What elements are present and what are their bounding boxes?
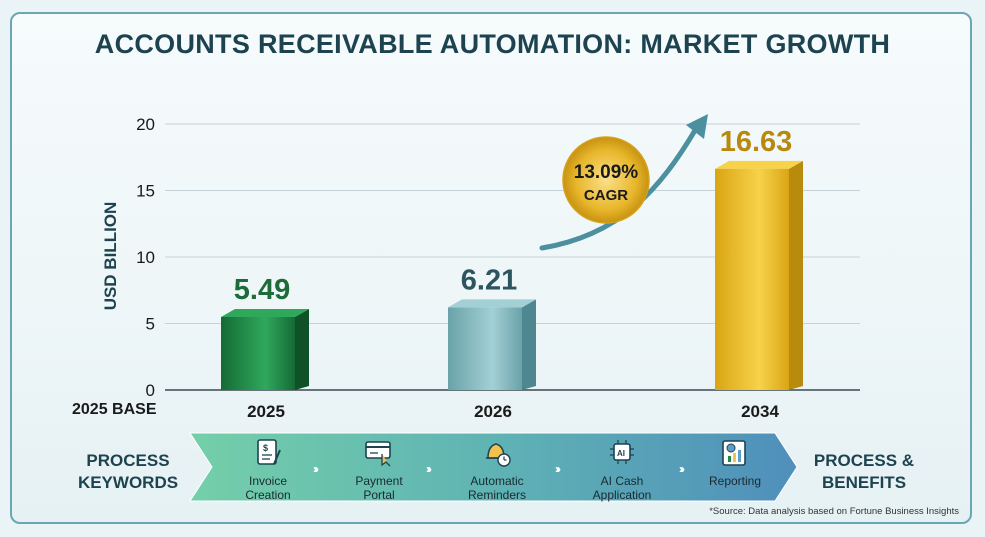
y-tick-label: 20 bbox=[136, 115, 155, 134]
ai-chip-icon: AI bbox=[610, 440, 634, 464]
chevron-icon: ››› bbox=[426, 462, 432, 476]
chevron-icon: ››› bbox=[679, 462, 685, 476]
bar-top-2034 bbox=[715, 160, 803, 169]
x-tick-label: 2034 bbox=[741, 402, 779, 421]
process-keywords-label: PROCESS KEYWORDS bbox=[77, 451, 179, 492]
invoice-icon: $ bbox=[257, 439, 281, 465]
flow-item-invoice-creation: $ Invoice Creation bbox=[218, 438, 318, 502]
data-label-2026: 6.21 bbox=[461, 264, 517, 296]
chart-title: ACCOUNTS RECEIVABLE AUTOMATION: MARKET G… bbox=[94, 29, 891, 59]
base-year-label: 2025 BASE bbox=[72, 401, 157, 418]
bar-top-2026 bbox=[448, 299, 536, 308]
bar-2026 bbox=[448, 307, 522, 390]
y-tick-label: 10 bbox=[136, 248, 155, 267]
bar-side-2026 bbox=[522, 299, 536, 390]
flow-item-ai-cash-application: AI AI Cash Application bbox=[572, 438, 672, 502]
x-tick-label: 2026 bbox=[474, 402, 512, 421]
y-tick-label: 0 bbox=[146, 381, 155, 400]
report-chart-icon bbox=[722, 440, 746, 466]
bar-side-2025 bbox=[295, 308, 309, 390]
flow-item-payment-portal: Payment Portal bbox=[329, 438, 429, 502]
data-label-2034: 16.63 bbox=[720, 126, 793, 158]
svg-text:AI: AI bbox=[617, 449, 625, 458]
source-note: *Source: Data analysis based on Fortune … bbox=[709, 506, 959, 517]
bar-chart: 0 5 10 15 20 5.49 2025 6.21 2026 16.63 2034 13.09% C… bbox=[136, 114, 860, 421]
chevron-icon: ››› bbox=[555, 462, 561, 476]
flow-item-reporting: Reporting bbox=[685, 438, 785, 488]
bell-clock-icon bbox=[486, 443, 511, 467]
growth-arrowhead bbox=[686, 114, 708, 139]
svg-text:$: $ bbox=[263, 443, 268, 453]
cagr-label: CAGR bbox=[584, 187, 628, 204]
bar-side-2034 bbox=[789, 160, 803, 390]
y-tick-label: 15 bbox=[136, 182, 155, 201]
bar-top-2025 bbox=[221, 308, 309, 317]
flow-item-automatic-reminders: Automatic Reminders bbox=[447, 438, 547, 502]
bar-2025 bbox=[221, 316, 295, 390]
chevron-icon: ››› bbox=[313, 462, 319, 476]
payment-portal-icon bbox=[365, 441, 391, 467]
data-label-2025: 5.49 bbox=[234, 274, 290, 306]
bar-2034 bbox=[715, 168, 789, 390]
process-benefits-label: PROCESS & BENEFITS bbox=[813, 451, 915, 492]
process-flow-band bbox=[189, 432, 798, 502]
x-tick-label: 2025 bbox=[247, 402, 285, 421]
y-tick-label: 5 bbox=[146, 315, 155, 334]
cagr-badge bbox=[562, 136, 650, 224]
cagr-value: 13.09% bbox=[574, 162, 639, 183]
